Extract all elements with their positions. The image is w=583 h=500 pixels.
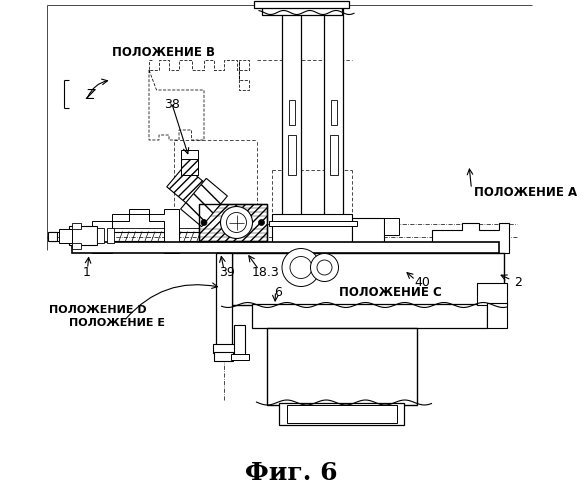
Bar (199, 204, 266, 241)
Bar (97, 228, 104, 243)
Polygon shape (431, 222, 509, 252)
Text: 6: 6 (274, 286, 282, 299)
Bar (181, 159, 198, 175)
Bar (331, 100, 336, 125)
Bar (251, 304, 486, 328)
Bar (47, 232, 57, 241)
Bar (476, 282, 507, 305)
Bar (199, 204, 266, 241)
Bar (329, 135, 338, 175)
Bar (234, 325, 245, 358)
Bar (384, 218, 399, 235)
Text: ПОЛОЖЕНИЕ В: ПОЛОЖЕНИЕ В (113, 46, 216, 59)
Circle shape (201, 220, 207, 226)
Bar (272, 222, 352, 252)
Bar (230, 354, 248, 360)
Polygon shape (181, 178, 227, 226)
Bar (69, 226, 97, 245)
Text: 2: 2 (514, 276, 522, 289)
Bar (266, 328, 416, 405)
Text: ПОЛОЖЕНИЕ Е: ПОЛОЖЕНИЕ Е (69, 318, 165, 328)
Bar (59, 228, 72, 242)
Bar (72, 242, 499, 252)
Bar (288, 135, 296, 175)
Text: 1: 1 (83, 266, 90, 279)
Text: 39: 39 (219, 266, 235, 279)
Text: Фиг. 6: Фиг. 6 (245, 460, 338, 484)
Bar (289, 100, 295, 125)
Text: 38: 38 (164, 98, 180, 112)
Polygon shape (92, 209, 179, 252)
Bar (282, 2, 300, 252)
Bar (269, 221, 356, 226)
Bar (324, 2, 343, 252)
Polygon shape (167, 166, 211, 210)
Circle shape (220, 206, 252, 238)
Text: Z: Z (86, 88, 95, 102)
Text: ПОЛОЖЕНИЕ D: ПОЛОЖЕНИЕ D (49, 305, 147, 315)
Bar (214, 352, 233, 361)
Bar (107, 228, 114, 243)
Circle shape (282, 248, 320, 286)
Bar (254, 2, 349, 8)
Bar (262, 2, 342, 15)
Circle shape (290, 256, 312, 278)
Text: ПОЛОЖЕНИЕ С: ПОЛОЖЕНИЕ С (339, 286, 442, 299)
Bar (486, 302, 507, 328)
Bar (212, 344, 234, 352)
Circle shape (227, 212, 247, 233)
Bar (72, 222, 80, 228)
Bar (231, 252, 504, 305)
Bar (286, 405, 396, 422)
Circle shape (311, 254, 339, 281)
Bar (72, 243, 80, 249)
Circle shape (317, 260, 332, 275)
Bar (272, 214, 352, 222)
Bar (181, 150, 198, 159)
Text: 40: 40 (414, 276, 430, 289)
Circle shape (258, 220, 265, 226)
Bar (279, 402, 404, 425)
Bar (216, 252, 231, 345)
Text: ПОЛОЖЕНИЕ А: ПОЛОЖЕНИЕ А (474, 186, 577, 199)
Bar (352, 218, 384, 252)
Text: 18.3: 18.3 (251, 266, 279, 279)
